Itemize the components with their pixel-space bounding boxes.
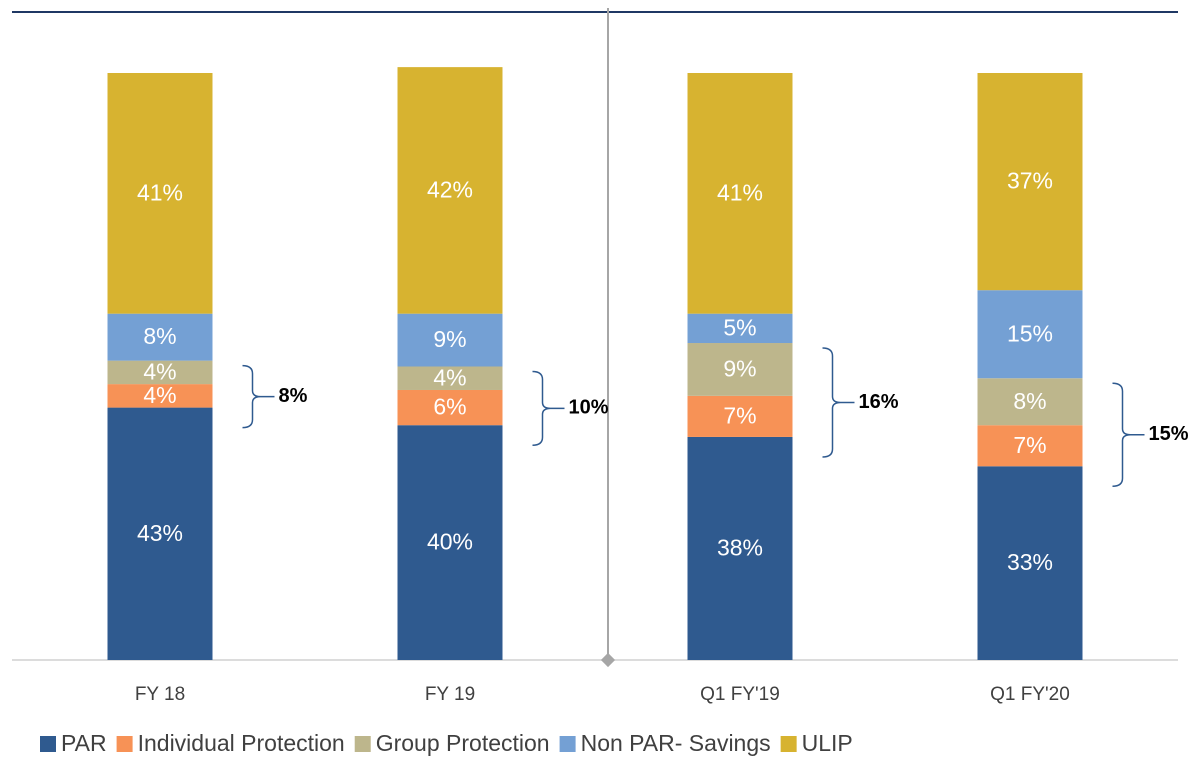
bar-segment: [397, 313, 503, 367]
data-label: 41%: [137, 179, 183, 205]
bar-segment: [687, 436, 793, 660]
bar-segment: [977, 290, 1083, 379]
data-label: 42%: [427, 176, 473, 202]
annotation: 16%: [859, 391, 899, 413]
data-label: 5%: [723, 314, 756, 340]
data-label: 9%: [433, 326, 466, 352]
bar-segment: [107, 360, 213, 385]
bar-segment: [397, 67, 503, 314]
bar-segment: [687, 73, 793, 314]
annotation: 15%: [1149, 423, 1189, 445]
legend-label: Group Protection: [376, 730, 550, 756]
bar-segment: [107, 407, 213, 660]
legend-label: PAR: [61, 730, 107, 756]
x-tick-label: FY 18: [135, 684, 185, 705]
annotation: 8%: [279, 385, 308, 407]
bar-segment: [687, 395, 793, 437]
bar-segment: [977, 466, 1083, 660]
x-tick-label: Q1 FY'19: [700, 684, 780, 705]
bracket: [242, 364, 275, 429]
bracket: [532, 370, 565, 446]
data-label: 4%: [433, 364, 466, 390]
x-tick-label: Q1 FY'20: [990, 684, 1070, 705]
legend-swatch: [354, 736, 371, 752]
bar-segment: [397, 389, 503, 426]
legend-label: ULIP: [802, 730, 853, 756]
data-label: 7%: [723, 402, 756, 428]
legend-swatch: [780, 736, 797, 752]
bar-segment: [687, 313, 793, 344]
legend-swatch: [40, 736, 56, 752]
bar-segment: [977, 378, 1083, 426]
divider-marker: [600, 652, 616, 668]
data-label: 6%: [433, 394, 466, 420]
bracket: [1112, 382, 1145, 488]
data-label: 8%: [1013, 388, 1046, 414]
legend-label: Non PAR- Savings: [581, 730, 771, 756]
data-label: 7%: [1013, 432, 1046, 458]
data-label: 40%: [427, 529, 473, 555]
legend-label: Individual Protection: [138, 730, 345, 756]
data-label: 38%: [717, 535, 763, 561]
bar-segment: [977, 425, 1083, 467]
bar-segment: [977, 73, 1083, 291]
legend-swatch: [559, 736, 576, 752]
data-label: 4%: [143, 358, 176, 384]
bar-segment: [107, 313, 213, 361]
data-label: 37%: [1007, 168, 1053, 194]
bar-segment: [397, 425, 503, 660]
data-label: 33%: [1007, 549, 1053, 575]
x-tick-label: FY 19: [425, 684, 475, 705]
bar-segment: [687, 343, 793, 396]
bar-segment: [107, 384, 213, 408]
bar-segment: [107, 73, 213, 314]
data-label: 15%: [1007, 320, 1053, 346]
data-label: 8%: [143, 323, 176, 349]
data-label: 9%: [723, 356, 756, 382]
annotation: 10%: [569, 397, 609, 419]
legend-swatch: [116, 736, 133, 752]
data-label: 41%: [717, 179, 763, 205]
data-label: 4%: [143, 382, 176, 408]
bracket: [822, 347, 855, 458]
bar-segment: [397, 366, 503, 390]
data-label: 43%: [137, 520, 183, 546]
